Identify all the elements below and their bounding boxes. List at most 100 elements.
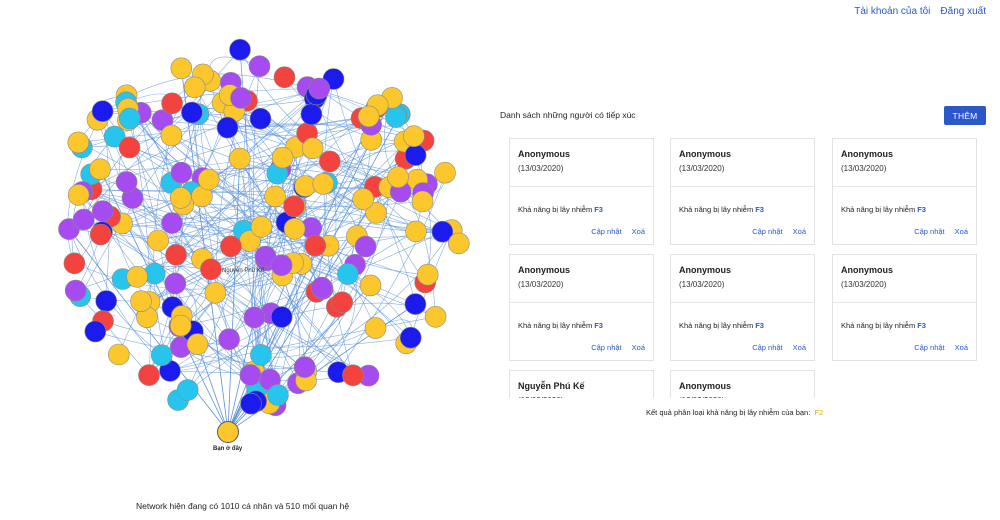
graph-node[interactable]: [164, 272, 187, 295]
graph-node[interactable]: [161, 212, 183, 234]
graph-node[interactable]: [181, 101, 203, 124]
graph-node[interactable]: [301, 137, 324, 160]
graph-node[interactable]: [250, 216, 273, 238]
graph-node[interactable]: [161, 92, 183, 115]
graph-node[interactable]: [357, 105, 380, 128]
graph-node[interactable]: [405, 220, 427, 243]
graph-node[interactable]: [365, 202, 387, 224]
graph-node[interactable]: [310, 276, 333, 299]
graph-node[interactable]: [300, 103, 323, 126]
graph-node[interactable]: [183, 76, 206, 99]
graph-node[interactable]: [239, 364, 262, 386]
graph-node[interactable]: [248, 55, 271, 77]
graph-node[interactable]: [411, 190, 434, 213]
graph-node[interactable]: [308, 77, 331, 100]
update-contact-button[interactable]: Cập nhật: [914, 227, 945, 236]
graph-node[interactable]: [119, 107, 141, 130]
graph-node[interactable]: [204, 281, 227, 304]
graph-node[interactable]: [229, 147, 251, 170]
graph-node[interactable]: [229, 38, 251, 61]
graph-node[interactable]: [138, 364, 160, 386]
graph-node[interactable]: [230, 87, 252, 109]
graph-node[interactable]: [283, 195, 305, 217]
my-account-link[interactable]: Tài khoản của tôi: [854, 6, 931, 17]
graph-node[interactable]: [118, 136, 141, 159]
graph-node[interactable]: [293, 356, 316, 378]
graph-node[interactable]: [176, 379, 199, 401]
delete-contact-button[interactable]: Xoá: [631, 343, 645, 352]
graph-node[interactable]: [130, 290, 152, 313]
graph-node[interactable]: [67, 131, 90, 154]
graph-node[interactable]: [264, 185, 286, 208]
graph-node[interactable]: [108, 343, 130, 366]
graph-node[interactable]: [404, 144, 427, 166]
graph-node[interactable]: [385, 106, 407, 128]
graph-node[interactable]: [424, 305, 447, 328]
delete-contact-button[interactable]: Xoá: [631, 227, 645, 236]
graph-node[interactable]: [249, 107, 272, 130]
delete-contact-button[interactable]: Xoá: [954, 227, 968, 236]
graph-node[interactable]: [267, 384, 289, 406]
graph-node[interactable]: [403, 125, 425, 147]
graph-node[interactable]: [342, 364, 364, 387]
graph-node[interactable]: [243, 306, 266, 329]
graph-node[interactable]: [447, 232, 470, 255]
logout-link[interactable]: Đăng xuất: [940, 6, 986, 17]
graph-node[interactable]: [337, 263, 359, 285]
graph-node[interactable]: [147, 229, 169, 252]
add-contact-button[interactable]: THÊM: [944, 106, 986, 125]
graph-node[interactable]: [63, 252, 86, 275]
you-node[interactable]: [217, 421, 239, 443]
graph-node[interactable]: [91, 100, 114, 122]
update-contact-button[interactable]: Cập nhật: [591, 227, 622, 236]
graph-node[interactable]: [352, 188, 375, 210]
graph-node[interactable]: [169, 187, 192, 209]
graph-node[interactable]: [67, 184, 90, 206]
network-graph[interactable]: Nguyễn Phú Kế Bạn ở đây: [0, 0, 490, 470]
graph-node[interactable]: [240, 392, 262, 415]
graph-node[interactable]: [84, 320, 107, 343]
graph-node[interactable]: [200, 258, 222, 281]
graph-node[interactable]: [169, 314, 192, 337]
graph-node[interactable]: [354, 235, 377, 258]
graph-node[interactable]: [64, 279, 87, 302]
contacts-card-grid[interactable]: Anonymous (13/03/2020) Khả năng bị lây nhi…: [500, 130, 990, 398]
graph-node[interactable]: [331, 291, 354, 314]
graph-node[interactable]: [170, 161, 193, 184]
graph-node[interactable]: [197, 168, 220, 191]
graph-node[interactable]: [165, 244, 187, 266]
graph-node[interactable]: [92, 200, 114, 222]
graph-node[interactable]: [270, 306, 293, 328]
graph-node[interactable]: [318, 150, 341, 173]
graph-node[interactable]: [359, 274, 382, 297]
network-graph-canvas[interactable]: [0, 0, 490, 470]
graph-node[interactable]: [431, 220, 454, 243]
delete-contact-button[interactable]: Xoá: [954, 343, 968, 352]
graph-node[interactable]: [416, 263, 439, 286]
graph-node[interactable]: [73, 208, 95, 231]
graph-node[interactable]: [364, 317, 387, 339]
graph-node[interactable]: [160, 124, 183, 147]
graph-node[interactable]: [126, 265, 148, 288]
graph-node[interactable]: [220, 235, 242, 258]
update-contact-button[interactable]: Cập nhật: [591, 343, 622, 352]
update-contact-button[interactable]: Cập nhật: [752, 227, 783, 236]
graph-node[interactable]: [216, 116, 239, 139]
graph-node[interactable]: [271, 146, 294, 169]
update-contact-button[interactable]: Cập nhật: [914, 343, 945, 352]
graph-node[interactable]: [250, 344, 272, 366]
graph-node[interactable]: [95, 290, 117, 312]
graph-node[interactable]: [186, 333, 209, 355]
graph-node[interactable]: [387, 166, 409, 188]
graph-node[interactable]: [304, 234, 327, 257]
graph-node[interactable]: [312, 173, 335, 195]
graph-node[interactable]: [273, 66, 296, 88]
graph-node[interactable]: [283, 218, 306, 240]
graph-node[interactable]: [270, 254, 293, 277]
graph-node[interactable]: [218, 328, 240, 351]
delete-contact-button[interactable]: Xoá: [792, 227, 806, 236]
graph-node[interactable]: [115, 171, 138, 193]
graph-node[interactable]: [89, 158, 111, 180]
graph-node[interactable]: [170, 57, 193, 80]
graph-node[interactable]: [151, 344, 173, 367]
